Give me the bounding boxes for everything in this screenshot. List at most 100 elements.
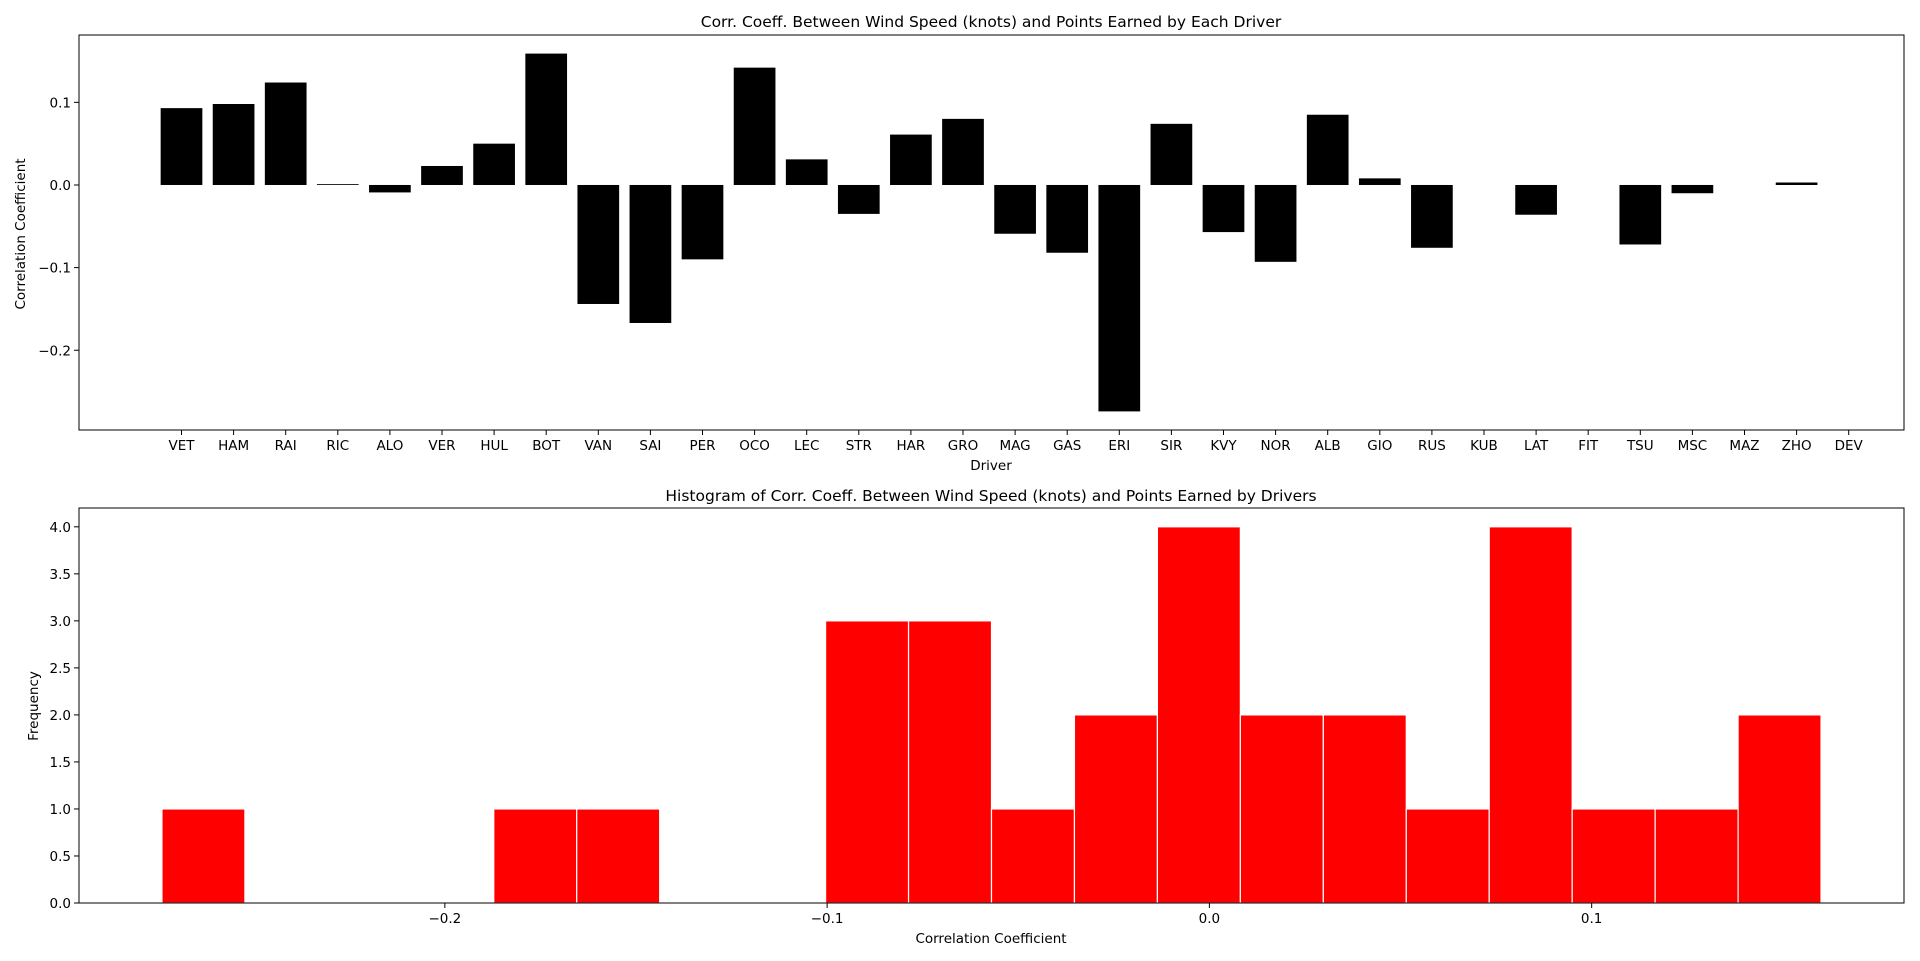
x-tick-label: SIR xyxy=(1160,438,1182,454)
x-tick-label: −0.1 xyxy=(811,911,844,927)
histogram-bin xyxy=(1488,526,1573,904)
chart1-bars xyxy=(160,53,1818,412)
chart1-axes: VET HAM RAI RIC ALO VER HUL BOT VAN SAI PER OCO LEC S… xyxy=(38,95,1863,454)
x-tick-label: 0.0 xyxy=(1199,911,1220,927)
x-tick-label: KVY xyxy=(1210,438,1237,454)
chart1-title: Corr. Coeff. Between Wind Speed (knots) … xyxy=(701,13,1282,31)
bar-alb xyxy=(1306,114,1349,185)
x-tick-label: OCO xyxy=(739,438,770,454)
bar-sir xyxy=(1150,123,1193,185)
histogram-bin xyxy=(1654,808,1739,904)
bar-rus xyxy=(1411,184,1453,248)
x-tick-label: MSC xyxy=(1678,438,1708,454)
x-tick-label: RIC xyxy=(326,438,349,454)
y-tick-label: 1.0 xyxy=(50,802,71,818)
bar-tsu xyxy=(1619,184,1662,245)
x-tick-label: LEC xyxy=(794,438,819,454)
bar-gas xyxy=(1046,184,1089,253)
driver-correlation-bar-chart: Corr. Coeff. Between Wind Speed (knots) … xyxy=(13,13,1905,474)
bar-gio xyxy=(1358,178,1401,185)
bar-vet xyxy=(160,108,203,185)
x-tick-label: HAM xyxy=(218,438,249,454)
bar-sai xyxy=(629,184,672,323)
x-tick-label: GRO xyxy=(948,438,978,454)
x-tick-label: SAI xyxy=(639,438,661,454)
x-tick-label: VAN xyxy=(584,438,612,454)
chart2-axes: −0.2 −0.1 0.0 0.1 0.0 0.5 1.0 1.5 2.0 2.5 3.0 3.5 4.… xyxy=(50,520,1603,927)
bar-bot xyxy=(525,53,568,185)
histogram-bin xyxy=(1571,808,1656,904)
x-tick-label: −0.2 xyxy=(428,911,461,927)
chart2-frame xyxy=(78,507,1905,904)
bar-alo xyxy=(369,184,411,193)
chart2-bars xyxy=(161,526,1822,904)
y-tick-label: 0.0 xyxy=(50,178,71,194)
chart2-ylabel: Frequency xyxy=(26,671,42,741)
bar-mag xyxy=(994,184,1036,234)
bar-per xyxy=(681,184,724,260)
x-tick-label: 0.1 xyxy=(1581,911,1602,927)
histogram-bin xyxy=(1322,714,1407,904)
bar-ric xyxy=(316,184,359,185)
bar-hul xyxy=(473,143,515,185)
bar-rai xyxy=(264,82,307,185)
x-tick-label: ALO xyxy=(376,438,403,454)
chart2-xlabel: Correlation Coefficient xyxy=(915,931,1066,947)
x-tick-label: HUL xyxy=(480,438,508,454)
bar-nor xyxy=(1254,184,1297,262)
x-tick-label: VER xyxy=(428,438,455,454)
y-tick-label: 2.0 xyxy=(50,708,71,724)
y-tick-label: −0.1 xyxy=(38,261,71,277)
chart1-frame xyxy=(78,34,1905,431)
y-tick-label: 0.0 xyxy=(50,896,71,912)
x-tick-label: MAG xyxy=(1000,438,1031,454)
bar-kvy xyxy=(1202,184,1245,233)
x-tick-label: TSU xyxy=(1626,438,1654,454)
y-tick-label: 0.5 xyxy=(50,849,71,865)
histogram-bin xyxy=(824,620,910,904)
bar-lec xyxy=(785,159,828,185)
bar-oco xyxy=(733,67,776,185)
x-tick-label: GAS xyxy=(1053,438,1081,454)
histogram-bin xyxy=(1073,714,1158,904)
bar-ver xyxy=(421,165,463,185)
y-tick-label: 3.0 xyxy=(50,614,71,630)
chart2-title: Histogram of Corr. Coeff. Between Wind S… xyxy=(665,487,1316,505)
histogram-bin xyxy=(990,808,1076,904)
bar-har xyxy=(890,134,932,185)
bar-eri xyxy=(1098,184,1141,412)
x-tick-label: GIO xyxy=(1367,438,1392,454)
x-tick-label: BOT xyxy=(532,438,561,454)
y-tick-label: 3.5 xyxy=(50,567,71,583)
x-tick-label: RAI xyxy=(275,438,297,454)
chart1-ylabel: Correlation Coefficient xyxy=(13,158,29,309)
histogram-bin xyxy=(161,808,246,904)
histogram-bin xyxy=(1405,808,1490,904)
histogram-bin xyxy=(1737,714,1822,904)
bar-lat xyxy=(1515,184,1557,215)
y-tick-label: 1.5 xyxy=(50,755,71,771)
x-tick-label: RUS xyxy=(1418,438,1446,454)
bar-str xyxy=(837,184,880,214)
x-tick-label: PER xyxy=(689,438,715,454)
x-tick-label: HAR xyxy=(897,438,926,454)
x-tick-label: VET xyxy=(168,438,195,454)
x-tick-label: STR xyxy=(846,438,872,454)
chart1-xlabel: Driver xyxy=(970,458,1012,474)
histogram-bin xyxy=(907,620,993,904)
x-tick-label: NOR xyxy=(1261,438,1291,454)
x-tick-label: FIT xyxy=(1578,438,1599,454)
x-tick-label: DEV xyxy=(1835,438,1864,454)
bar-gro xyxy=(942,118,984,185)
x-tick-label: ERI xyxy=(1108,438,1130,454)
bar-zho xyxy=(1775,182,1818,185)
bar-ham xyxy=(212,104,255,185)
x-tick-label: KUB xyxy=(1470,438,1498,454)
x-tick-label: MAZ xyxy=(1729,438,1759,454)
bar-van xyxy=(577,184,620,304)
bar-msc xyxy=(1671,184,1714,194)
y-tick-label: 2.5 xyxy=(50,661,71,677)
histogram-bin xyxy=(576,808,661,904)
y-tick-label: −0.2 xyxy=(38,343,71,359)
